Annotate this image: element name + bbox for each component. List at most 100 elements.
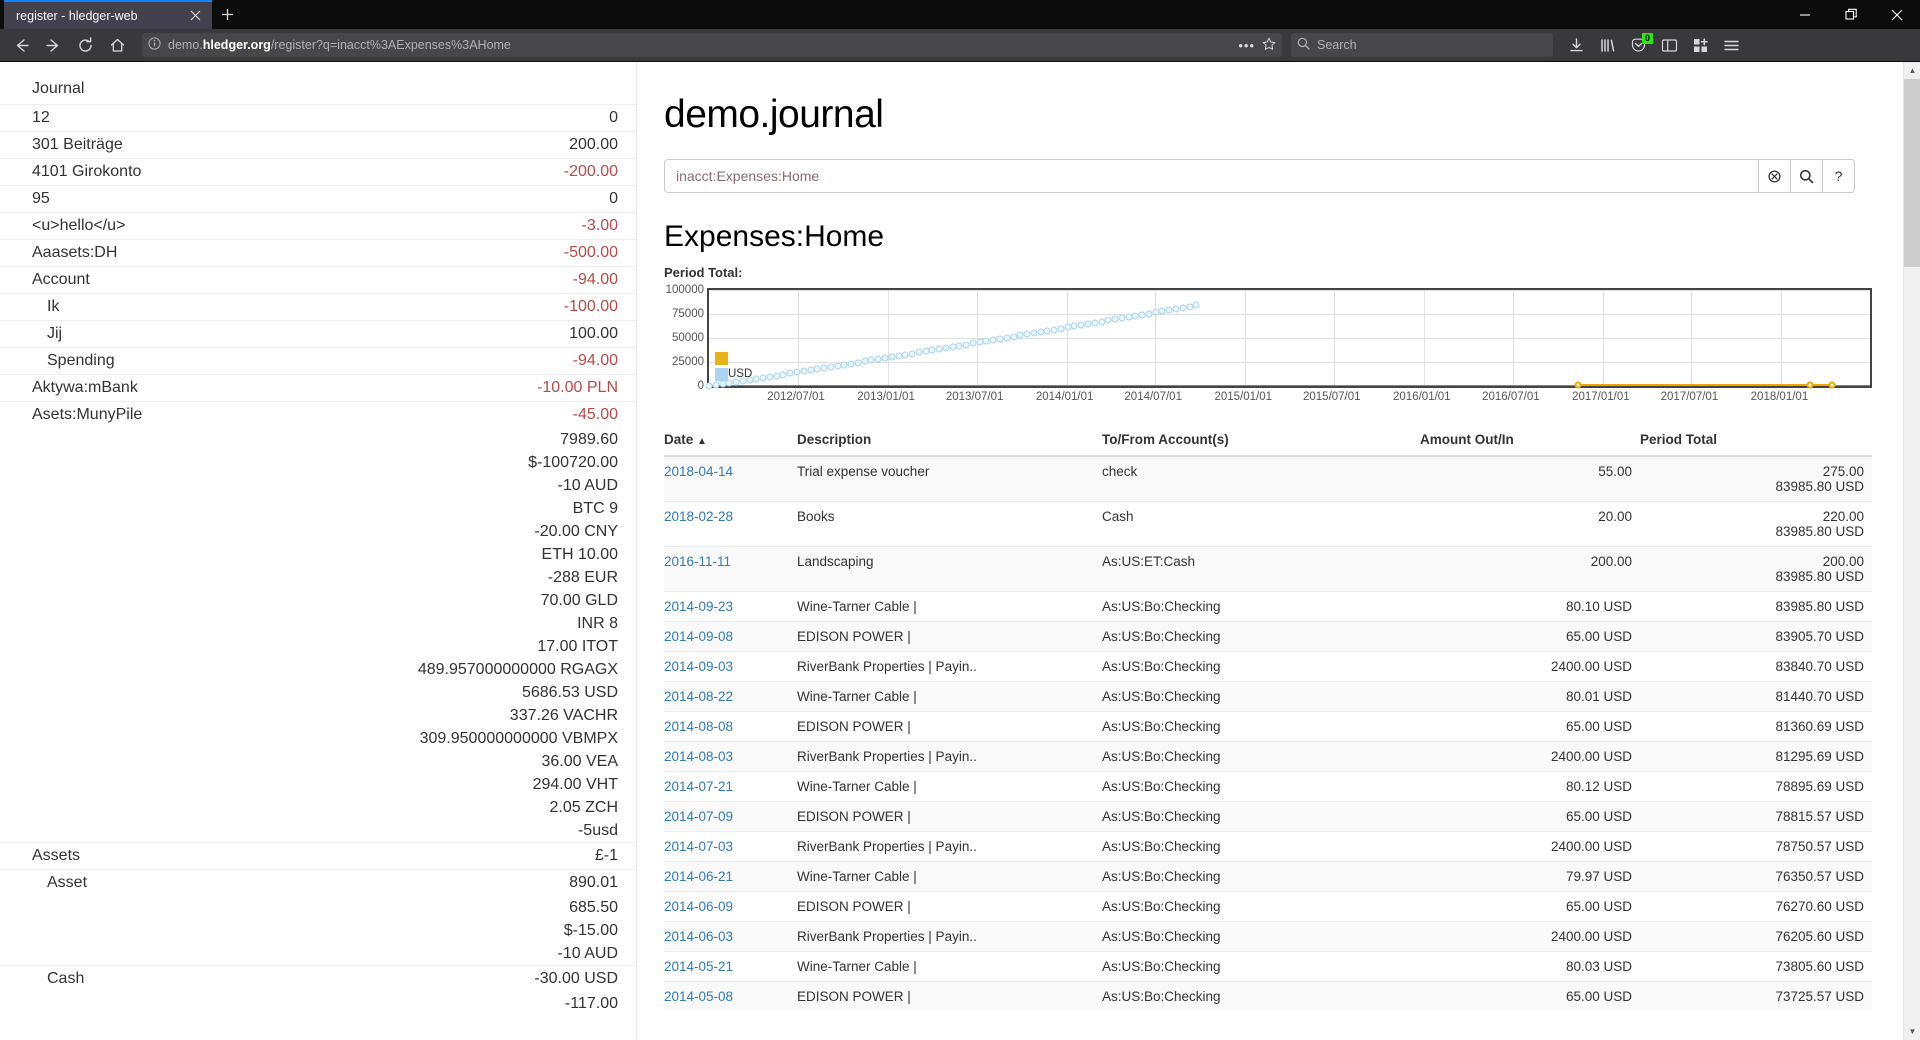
scrollbar-thumb[interactable] <box>1904 79 1920 267</box>
table-row[interactable]: 2014-05-08 EDISON POWER | As:US:Bo:Checkin… <box>664 981 1872 1011</box>
table-row[interactable]: 2016-11-11 Landscaping As:US:ET:Cash 200.00… <box>664 546 1872 592</box>
table-row[interactable]: 2018-04-14 Trial expense voucher check 55.0… <box>664 455 1872 502</box>
maximize-icon[interactable] <box>1828 0 1874 29</box>
transaction-date-link[interactable]: 2014-09-03 <box>664 659 734 674</box>
sidebar-account-row[interactable]: Asset 890.01 <box>0 869 636 896</box>
transaction-date-link[interactable]: 2014-09-23 <box>664 599 734 614</box>
column-header-description[interactable]: Description <box>797 428 1102 457</box>
transaction-date-link[interactable]: 2014-07-09 <box>664 809 734 824</box>
back-arrow-icon[interactable] <box>6 31 36 60</box>
transaction-date-link[interactable]: 2014-08-03 <box>664 749 734 764</box>
sidebar-account-amount: £-1 <box>594 847 618 864</box>
forward-arrow-icon[interactable] <box>38 31 68 60</box>
chart-data-point <box>752 375 760 383</box>
sidebar-account-row[interactable]: Jij 100.00 <box>0 320 636 347</box>
table-row[interactable]: 2014-09-03 RiverBank Properties | Payin..… <box>664 651 1872 682</box>
table-row[interactable]: 2014-06-09 EDISON POWER | As:US:Bo:Checkin… <box>664 891 1872 922</box>
pocket-icon[interactable]: 0 <box>1623 31 1654 60</box>
minimize-icon[interactable] <box>1782 0 1828 29</box>
close-icon[interactable] <box>1874 0 1920 29</box>
table-row[interactable]: 2014-05-21 Wine-Tarner Cable | As:US:Bo:Ch… <box>664 951 1872 982</box>
download-icon[interactable] <box>1561 31 1592 60</box>
page-scrollbar[interactable]: ▲ ▼ <box>1903 62 1920 1040</box>
register-table: Date ▲ Description To/From Account(s) Am… <box>664 428 1872 1011</box>
scroll-down-icon[interactable]: ▼ <box>1908 1027 1917 1036</box>
sidebar-account-row[interactable]: Aaasets:DH -500.00 <box>0 239 636 266</box>
table-row[interactable]: 2014-08-22 Wine-Tarner Cable | As:US:Bo:Ch… <box>664 681 1872 712</box>
ellipsis-icon[interactable]: ••• <box>1238 37 1255 53</box>
transaction-date-link[interactable]: 2014-06-21 <box>664 869 734 884</box>
sidebar-extra-amount: 685.50 <box>569 899 618 916</box>
table-row[interactable]: 2014-09-23 Wine-Tarner Cable | As:US:Bo:Ch… <box>664 591 1872 622</box>
browser-tab-active[interactable]: register - hledger-web <box>4 0 212 29</box>
star-icon[interactable] <box>1262 37 1276 54</box>
hamburger-menu-icon[interactable] <box>1716 31 1747 60</box>
table-row[interactable]: 2014-09-08 EDISON POWER | As:US:Bo:Checkin… <box>664 621 1872 652</box>
search-help-button[interactable]: ? <box>1823 159 1855 193</box>
transaction-date-link[interactable]: 2014-06-03 <box>664 929 734 944</box>
transaction-date-link[interactable]: 2014-05-08 <box>664 989 734 1004</box>
transaction-date-link[interactable]: 2014-08-22 <box>664 689 734 704</box>
transaction-date-link[interactable]: 2016-11-11 <box>664 554 732 569</box>
chart-y-tick-label: 0 <box>697 380 704 392</box>
table-row[interactable]: 2014-08-08 EDISON POWER | As:US:Bo:Checkin… <box>664 711 1872 742</box>
column-header-amount[interactable]: Amount Out/In <box>1420 428 1640 457</box>
info-circle-icon[interactable] <box>148 37 161 53</box>
table-row[interactable]: 2014-07-21 Wine-Tarner Cable | As:US:Bo:Ch… <box>664 771 1872 802</box>
period-total-primary: 73725.57 USD <box>1775 989 1864 1004</box>
sidebar-account-name: Asets:MunyPile <box>32 406 143 423</box>
table-row[interactable]: 2014-08-03 RiverBank Properties | Payin..… <box>664 741 1872 772</box>
transaction-date-link[interactable]: 2014-05-21 <box>664 959 734 974</box>
transaction-date-link[interactable]: 2014-09-08 <box>664 629 734 644</box>
sidebar-account-row[interactable]: Account -94.00 <box>0 266 636 293</box>
table-row[interactable]: 2018-02-28 Books Cash 20.00 220.00 83985.80 U… <box>664 501 1872 547</box>
sidebar-account-row[interactable]: <u>hello</u> -3.00 <box>0 212 636 239</box>
browser-search-bar[interactable]: Search <box>1291 33 1553 57</box>
sidebar-extra-amount: 294.00 VHT <box>532 776 618 793</box>
close-icon[interactable] <box>186 7 204 25</box>
sidebar-account-row[interactable]: Asets:MunyPile -45.00 <box>0 401 636 428</box>
sidebar-account-row[interactable]: 4101 Girokonto -200.00 <box>0 158 636 185</box>
sidebar-account-row[interactable]: Spending -94.00 <box>0 347 636 374</box>
transaction-date-link[interactable]: 2018-02-28 <box>664 509 734 524</box>
sidebar-account-row[interactable]: 301 Beiträge 200.00 <box>0 131 636 158</box>
home-icon[interactable] <box>102 31 132 60</box>
table-row[interactable]: 2014-07-09 EDISON POWER | As:US:Bo:Checkin… <box>664 801 1872 832</box>
accounts-sidebar[interactable]: Journal 12 0 301 Beiträge 200.00 4101 Giroko… <box>0 62 637 1040</box>
sidebar-account-row[interactable]: Assets £-1 <box>0 842 636 869</box>
chart-baseline <box>709 385 1870 386</box>
transaction-date-link[interactable]: 2014-06-09 <box>664 899 734 914</box>
column-header-account[interactable]: To/From Account(s) <box>1102 428 1420 457</box>
plus-icon[interactable] <box>212 0 242 29</box>
column-header-date[interactable]: Date ▲ <box>664 428 797 457</box>
chart-legend-item[interactable]: USD <box>715 366 752 382</box>
browser-toolbar-right: 0 <box>1561 31 1747 60</box>
transaction-date-link[interactable]: 2014-07-03 <box>664 839 734 854</box>
chart-legend-item[interactable] <box>715 350 752 366</box>
extensions-icon[interactable] <box>1685 31 1716 60</box>
sidebar-account-row[interactable]: Aktywa:mBank -10.00 PLN <box>0 374 636 401</box>
sidebar-account-row[interactable]: 12 0 <box>0 104 636 131</box>
sidebar-account-row[interactable]: Ik -100.00 <box>0 293 636 320</box>
sidebar-icon[interactable] <box>1654 31 1685 60</box>
sidebar-account-name: 301 Beiträge <box>32 136 123 153</box>
sidebar-account-row[interactable]: 95 0 <box>0 185 636 212</box>
url-bar[interactable]: demo.hledger.org/register?q=inacct%3AExp… <box>142 33 1282 57</box>
table-row[interactable]: 2014-07-03 RiverBank Properties | Payin..… <box>664 831 1872 862</box>
scroll-up-icon[interactable]: ▲ <box>1908 66 1917 75</box>
chart-data-point <box>827 363 835 371</box>
clear-circle-icon[interactable] <box>1759 159 1791 193</box>
period-total-chart[interactable]: 0 25000 50000 75000 100000 USD 2012/07/01 201… <box>664 284 1872 406</box>
column-header-period-total[interactable]: Period Total <box>1640 428 1872 457</box>
reload-icon[interactable] <box>70 31 100 60</box>
transaction-date-link[interactable]: 2018-04-14 <box>664 464 734 479</box>
table-row[interactable]: 2014-06-21 Wine-Tarner Cable | As:US:Bo:Ch… <box>664 861 1872 892</box>
table-row[interactable]: 2014-06-03 RiverBank Properties | Payin..… <box>664 921 1872 952</box>
transaction-date-link[interactable]: 2014-08-08 <box>664 719 734 734</box>
transaction-date-link[interactable]: 2014-07-21 <box>664 779 734 794</box>
library-icon[interactable] <box>1592 31 1623 60</box>
search-input[interactable] <box>664 159 1759 193</box>
chart-data-point <box>1023 330 1031 338</box>
sidebar-account-row[interactable]: Cash -30.00 USD <box>0 965 636 992</box>
search-submit-icon[interactable] <box>1791 159 1823 193</box>
